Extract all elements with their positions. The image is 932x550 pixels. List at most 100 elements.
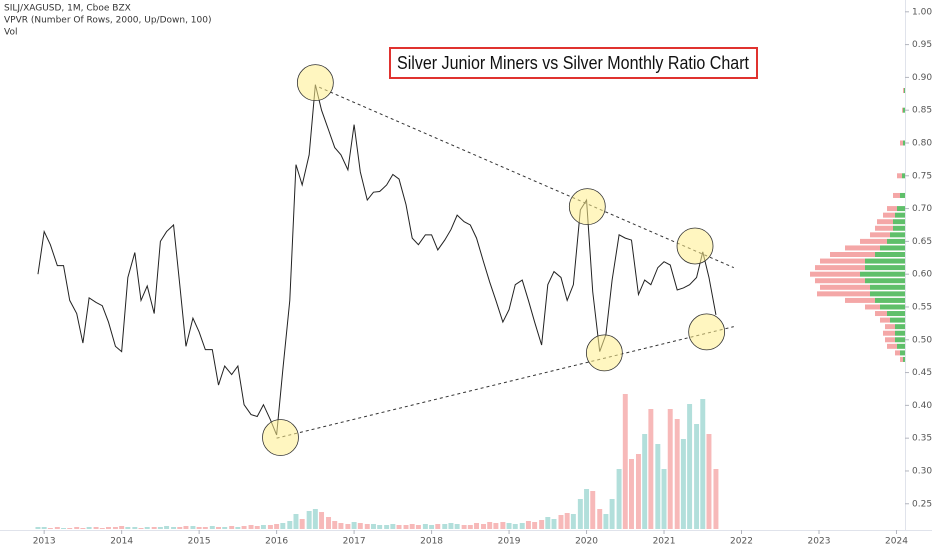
volume-bar [519,523,525,529]
volume-bar [105,527,111,529]
volume-bar [551,519,557,529]
volume-bar [338,523,344,529]
profile-down [895,350,900,356]
volume-bar [448,523,454,529]
profile-down [902,107,903,113]
profile-up [902,173,905,179]
profile-down [887,206,897,212]
volume-bar [364,524,370,529]
volume-label: Vol [4,28,17,38]
profile-down [845,245,880,251]
volume-bar [706,434,712,529]
volume-bar [461,525,467,529]
volume-bar [54,527,60,529]
volume-bar [642,434,648,529]
volume-bar [112,527,118,529]
volume-bar [442,524,448,529]
volume-bar [241,526,247,529]
volume-bar [235,527,241,529]
title-box [389,47,758,79]
volume-bar [93,527,99,529]
volume-bar [144,527,150,529]
volume-bar [435,524,441,529]
volume-bar [500,522,506,529]
profile-down [903,88,904,94]
volume-bar [222,527,228,529]
volume-bar [86,527,92,529]
profile-down [815,265,865,271]
y-tick-label: 0.45 [912,368,932,378]
profile-up [904,88,905,94]
volume-bar [260,525,266,529]
volume-bar [280,523,286,529]
x-tick-label: 2024 [885,537,908,547]
volume-bar [525,521,531,529]
volume-bar [409,524,415,529]
y-tick-label: 0.55 [912,302,932,312]
profile-down [893,192,900,198]
volume-bar [99,528,105,529]
volume-bar [171,527,177,529]
volume-bar [190,526,196,529]
profile-down [883,212,895,218]
volume-bar [474,523,479,529]
profile-down [880,317,890,323]
volume-bar [603,514,609,529]
volume-bar [616,469,622,529]
volume-bar [119,526,125,529]
x-tick-label: 2021 [653,537,676,547]
volume-bar [164,526,170,529]
volume-bar [539,520,545,529]
volume-bar [415,525,421,529]
y-tick-label: 0.30 [912,466,932,476]
profile-down [810,271,860,277]
profile-up [860,271,905,277]
x-tick-label: 2017 [343,537,366,547]
highlight-circle [676,227,714,265]
volume-bar [674,419,680,529]
volume-bar [667,409,673,529]
y-tick-label: 0.35 [912,434,932,444]
profile-up [865,265,905,271]
volume-bar [403,525,409,529]
volume-bar [700,399,706,529]
volume-bar [132,527,138,529]
profile-up [903,356,905,362]
volume-bar [74,527,80,529]
profile-down [897,173,902,179]
profile-down [870,232,890,238]
profile-up [903,140,905,146]
x-tick-label: 2023 [808,537,831,547]
volume-bar [196,527,202,529]
volume-bar [345,524,351,529]
profile-up [900,350,905,356]
profile-down [815,278,865,284]
profile-up [895,324,905,330]
volume-bar [609,499,615,529]
x-tick-label: 2014 [110,537,133,547]
profile-down [817,291,870,297]
volume-bar [661,469,667,529]
y-tick-label: 0.85 [912,106,932,116]
volume-bar [545,517,551,529]
volume-bar [512,524,518,529]
profile-up [880,245,905,251]
volume-bar [312,509,318,529]
highlight-circle [568,188,606,226]
profile-up [900,192,905,198]
profile-up [870,291,905,297]
profile-down [830,252,875,258]
profile-down [875,225,893,231]
volume-bar [629,459,634,529]
volume-bar [532,522,538,529]
volume-bar [713,469,719,529]
profile-down [885,337,895,343]
volume-bar [138,528,144,529]
volume-bar [216,527,221,529]
volume-bar [655,444,661,529]
volume-bar [125,527,131,529]
indicator-label: VPVR (Number Of Rows, 2000, Up/Down, 100… [4,16,212,26]
x-tick-label: 2015 [188,537,211,547]
volume-bar [481,524,486,529]
